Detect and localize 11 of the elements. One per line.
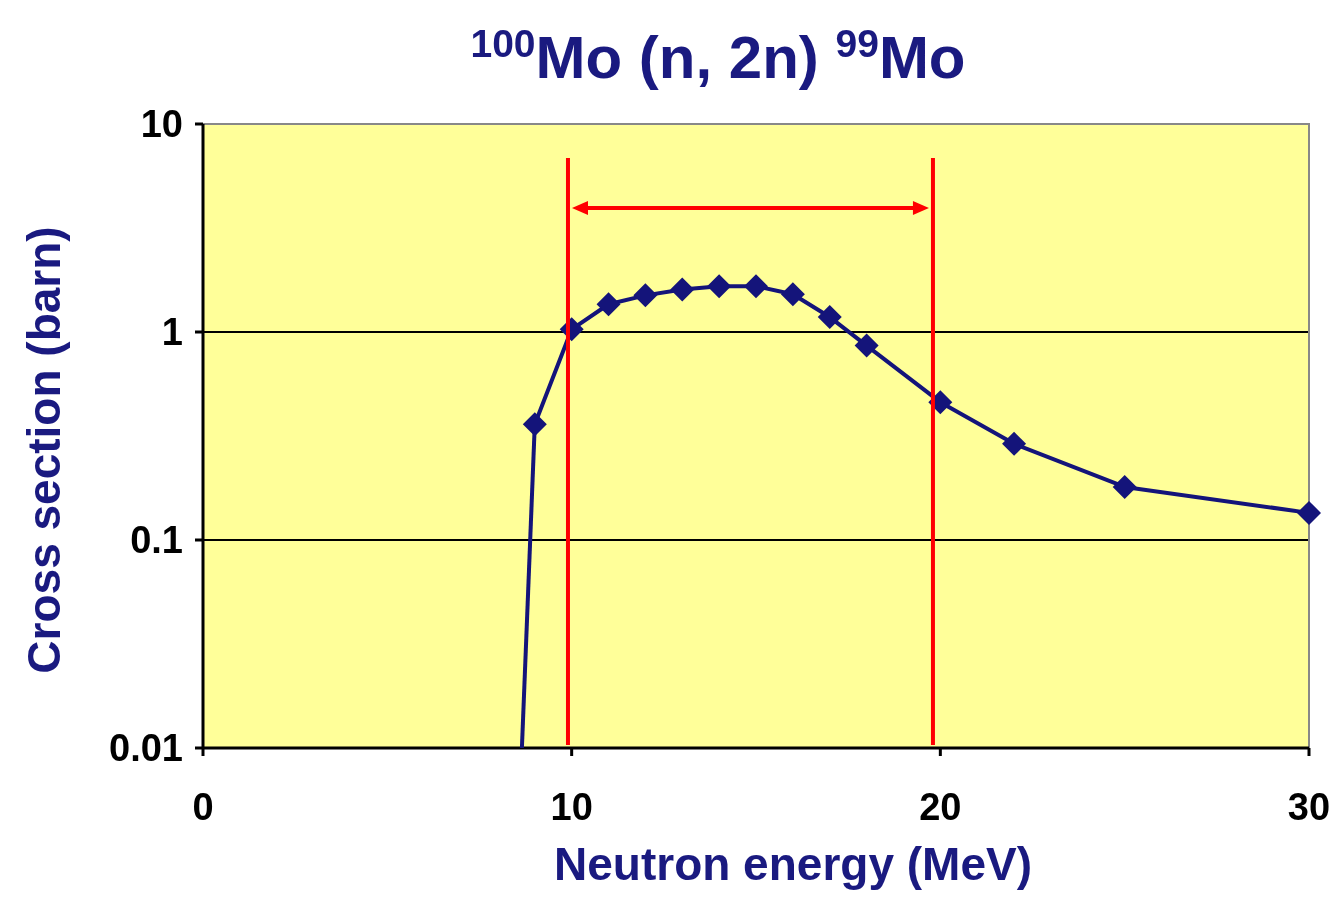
y-tick-label: 0.01 <box>109 727 183 770</box>
y-tick-label: 1 <box>161 311 183 354</box>
x-tick-label: 30 <box>1287 786 1331 828</box>
y-axis-title: Cross section (barn) <box>18 226 70 674</box>
y-tick-label: 10 <box>140 103 183 146</box>
x-axis-title: Neutron energy (MeV) <box>554 838 1032 890</box>
x-tick-label: 20 <box>919 786 962 828</box>
x-tick-label: 10 <box>550 786 593 828</box>
y-tick-label: 0.1 <box>130 519 183 562</box>
chart-title: $^{100}$Mo (n, 2n) $^{99}$Mo <box>470 21 966 91</box>
x-tick-label: 0 <box>192 786 214 828</box>
